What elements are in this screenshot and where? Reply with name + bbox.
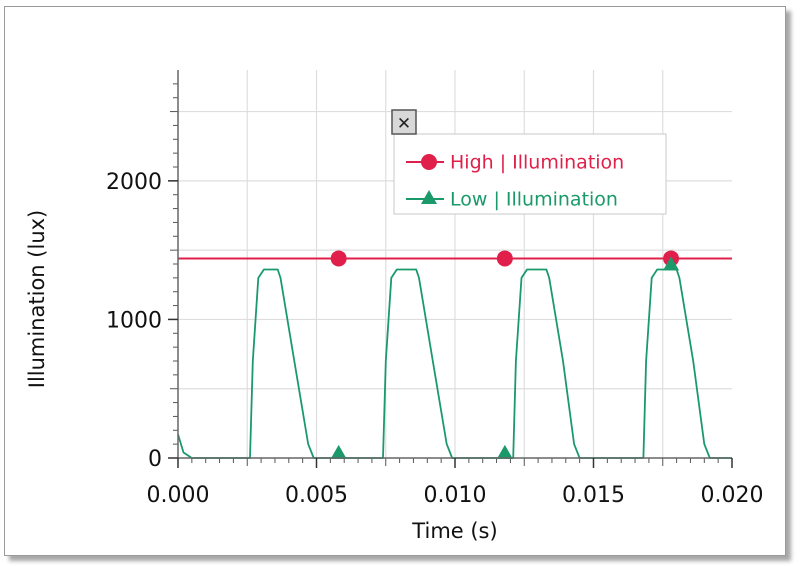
x-tick-label: 0.015 bbox=[562, 483, 625, 508]
legend-entry-high: High | Illumination bbox=[406, 152, 624, 174]
legend-triangle-marker bbox=[421, 190, 437, 204]
y-axis-title: Illumination (lux) bbox=[25, 210, 49, 389]
legend-label-low: Low | Illumination bbox=[450, 189, 618, 211]
graph-frame bbox=[4, 6, 786, 556]
data-point-triangle bbox=[496, 444, 513, 459]
grid bbox=[178, 70, 732, 458]
y-tick-label: 1000 bbox=[106, 308, 162, 333]
y-tick-label: 2000 bbox=[106, 170, 162, 195]
x-tick-label: 0.020 bbox=[701, 483, 764, 508]
tick-labels: 0 1000 2000 0.000 0.005 0.010 0.015 0.020 bbox=[106, 170, 763, 508]
data-point-circle bbox=[496, 250, 513, 267]
x-tick-label: 0.000 bbox=[147, 483, 210, 508]
legend-circle-marker bbox=[421, 154, 437, 170]
legend-entry-low: Low | Illumination bbox=[406, 189, 618, 211]
x-axis-title: Time (s) bbox=[411, 519, 497, 543]
y-tick-label: 0 bbox=[148, 447, 162, 472]
axes bbox=[168, 70, 733, 468]
legend-close-button[interactable]: ✕ bbox=[391, 109, 417, 135]
data-point-triangle bbox=[330, 444, 347, 459]
legend[interactable]: ✕ High | Illumination Low | Illumination bbox=[391, 109, 667, 215]
data-point-circle bbox=[330, 250, 347, 267]
close-icon[interactable]: ✕ bbox=[397, 114, 411, 134]
x-tick-label: 0.005 bbox=[285, 483, 348, 508]
legend-label-high: High | Illumination bbox=[450, 152, 624, 174]
series-high bbox=[178, 250, 732, 267]
x-tick-label: 0.010 bbox=[424, 483, 487, 508]
legend-box bbox=[393, 133, 667, 215]
data-point-triangle bbox=[663, 256, 680, 271]
